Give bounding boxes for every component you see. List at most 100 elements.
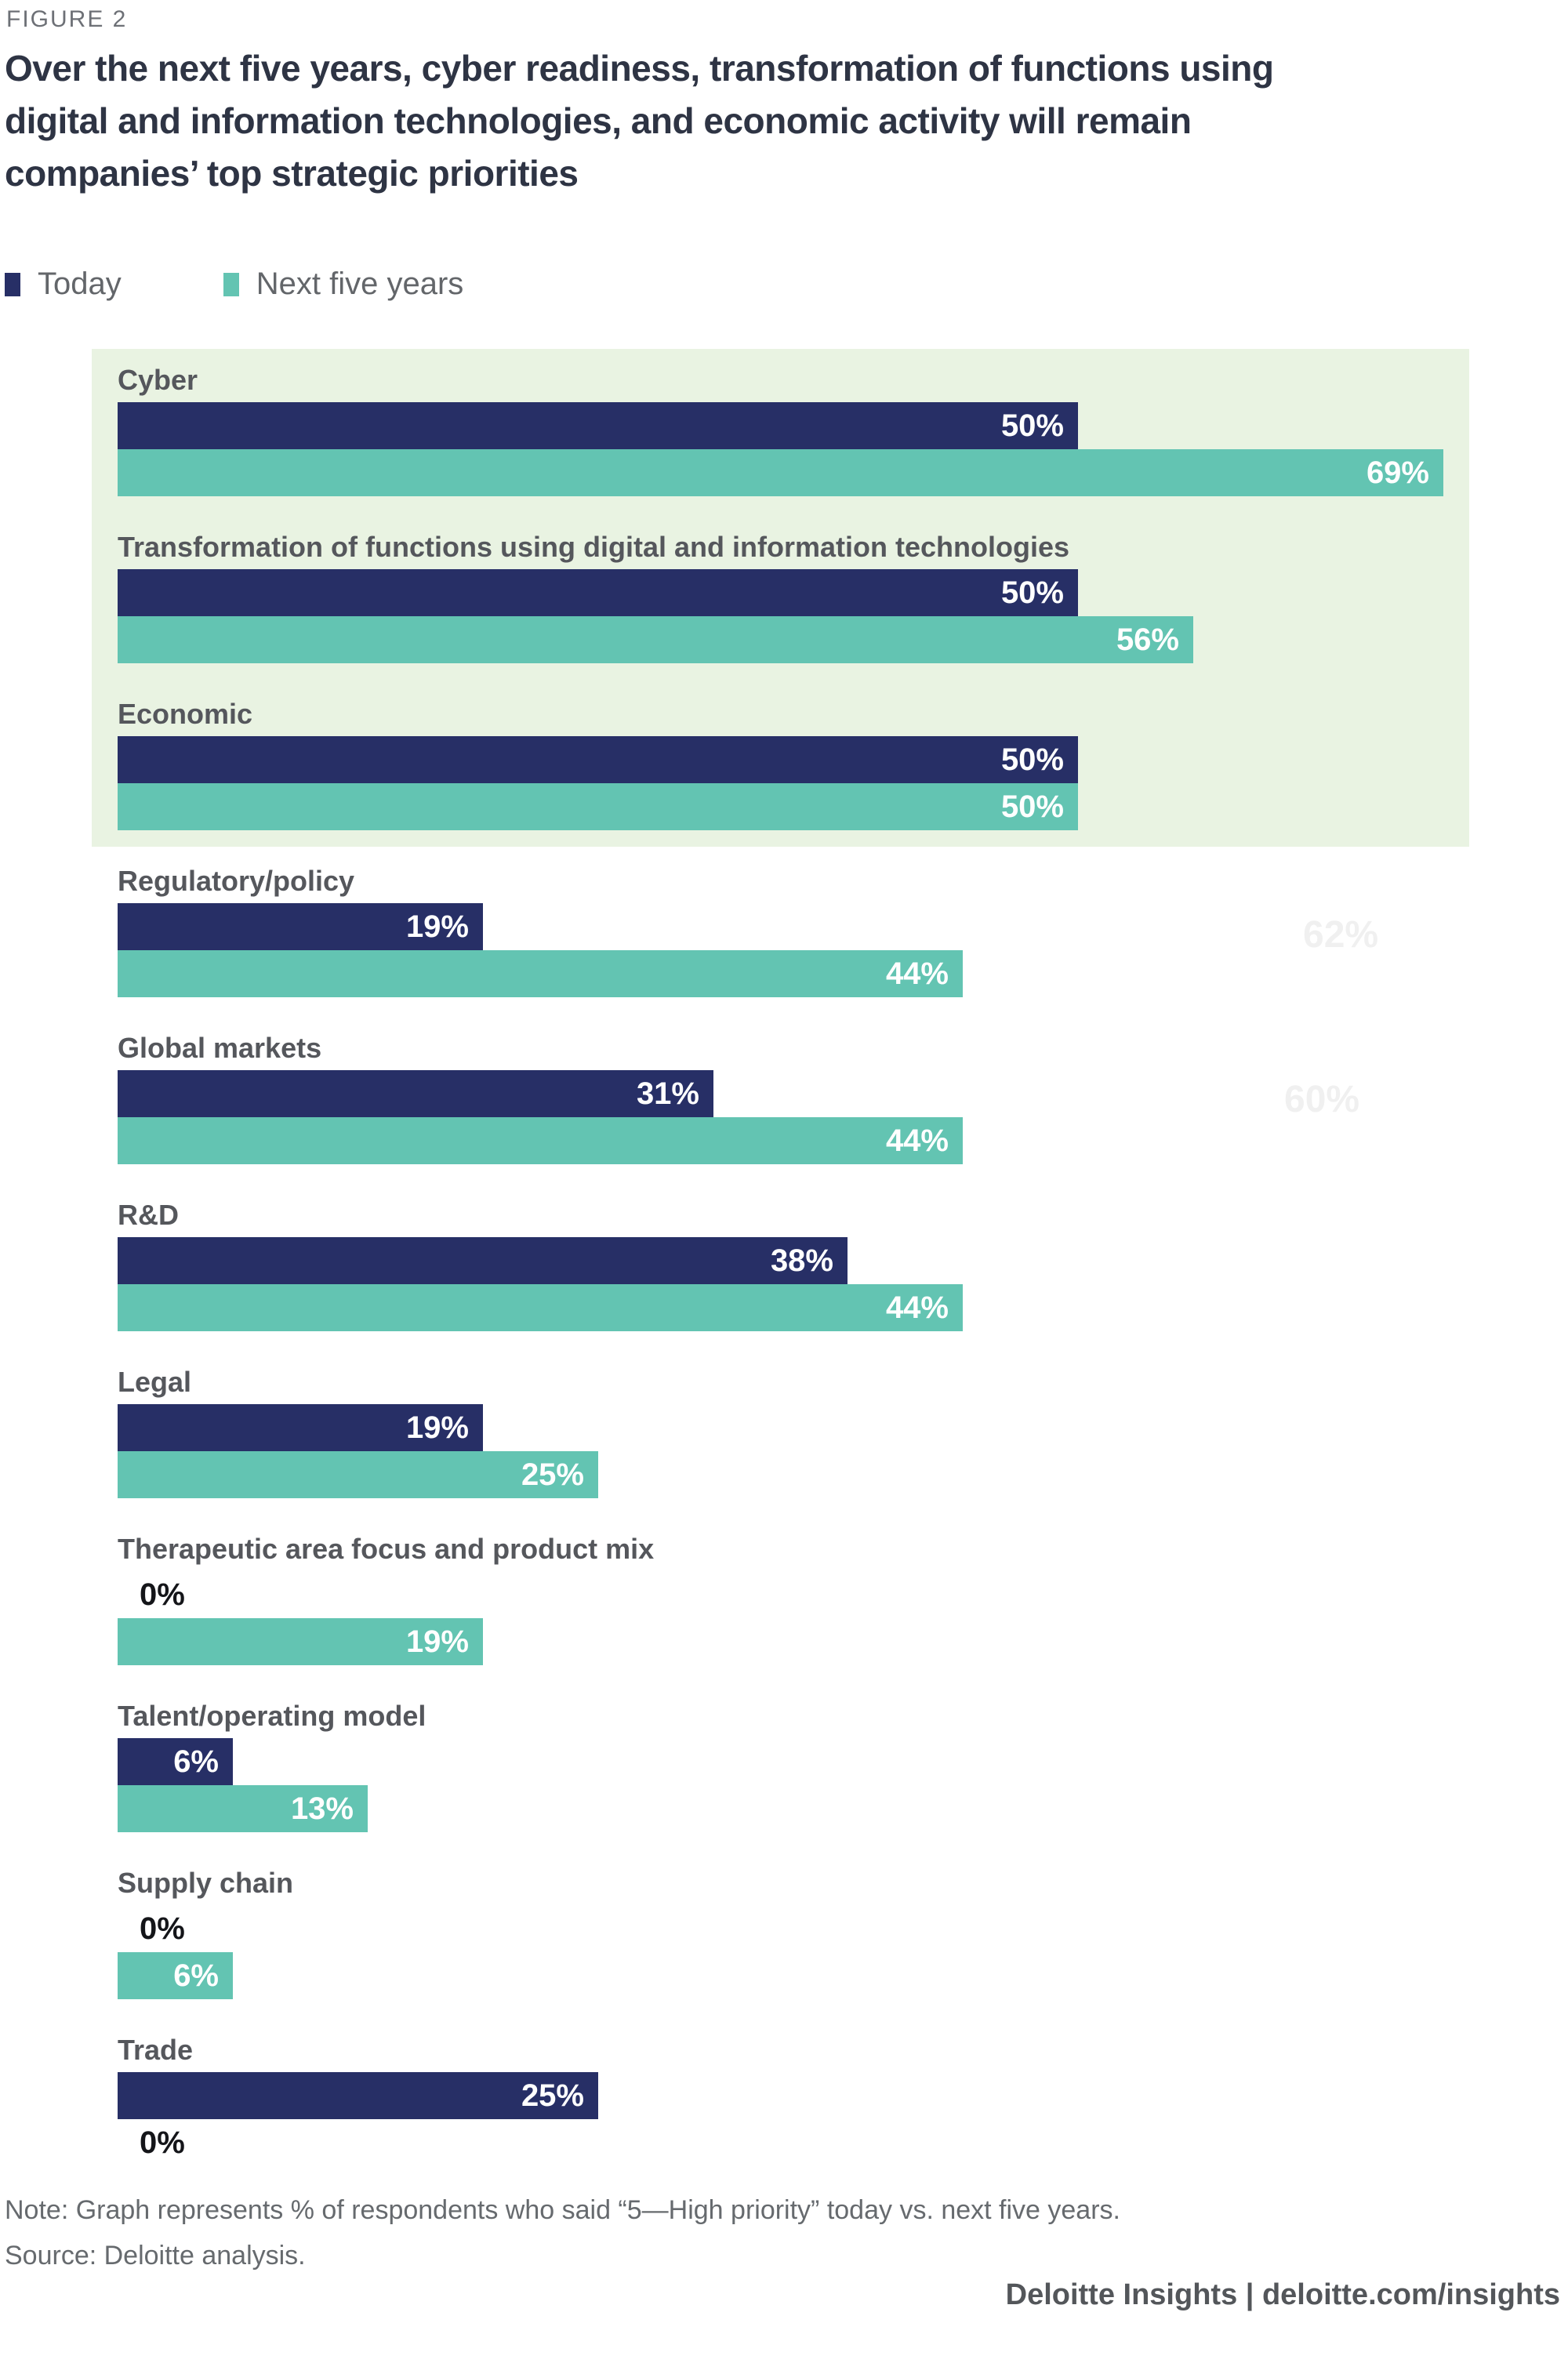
bar-next-five-years: 69% [118, 449, 1443, 496]
bar-value-label: 50% [1000, 789, 1064, 824]
source-text: Source: Deloitte analysis. [5, 2241, 306, 2270]
chart-section: Therapeutic area focus and product mix 0%… [118, 1534, 1544, 1665]
bar-next-five-years: 6% [118, 1952, 233, 1999]
category-label: Supply chain [118, 1867, 294, 1899]
bar-next-five-years: 25% [118, 1451, 598, 1498]
bar-next-five-years: 44% [118, 950, 963, 997]
bar-today: 6% [118, 1738, 233, 1785]
bar-row-next-five-years: 0% [118, 2119, 1544, 2166]
bar-value-label: 6% [173, 1958, 219, 1993]
bar-next-five-years: 13% [118, 1785, 368, 1832]
category-label: Global markets [118, 1032, 322, 1064]
category-label: Transformation of functions using digita… [118, 531, 1070, 563]
bar-value-label: 44% [885, 1123, 949, 1158]
ghost-artifact-label: 60% [1284, 1079, 1360, 1120]
footer-branding: Deloitte Insights | deloitte.com/insight… [1005, 2278, 1560, 2311]
bar-value-label: 6% [173, 1744, 219, 1779]
bar-value-label: 19% [405, 1410, 469, 1445]
figure-title-line: digital and information technologies, an… [5, 100, 1192, 141]
ghost-artifact-label: 62% [1303, 914, 1379, 956]
bar-value-label: 44% [885, 1290, 949, 1325]
chart-section: Transformation of functions using digita… [118, 532, 1544, 663]
note-text: Note: Graph represents % of respondents … [5, 2195, 1120, 2225]
bar-value-label: 69% [1366, 455, 1429, 490]
bar-value-label: 38% [770, 1243, 833, 1278]
bar-row-today: 38% [118, 1237, 1544, 1284]
bar-row-next-five-years: 13% [118, 1785, 1544, 1832]
bar-next-five-years: 44% [118, 1117, 963, 1164]
bar-next-five-years: 56% [118, 616, 1193, 663]
bar-today: 38% [118, 1237, 848, 1284]
bar-value-label: 50% [1000, 408, 1064, 443]
bar-value-label: 25% [521, 2078, 584, 2113]
legend-item-next-five-years: Next five years [223, 267, 464, 302]
bar-row-today: 50% [118, 402, 1544, 449]
bar-row-today: 19% [118, 1404, 1544, 1451]
legend-swatch-next-five-years-icon [223, 272, 239, 296]
chart-section: Global markets 31% 44% [118, 1033, 1544, 1164]
figure-title: Over the next five years, cyber readines… [5, 42, 1274, 200]
bar-today: 50% [118, 736, 1078, 783]
bar-today: 25% [118, 2072, 598, 2119]
category-label: Therapeutic area focus and product mix [118, 1533, 655, 1565]
figure-label: FIGURE 2 [6, 6, 128, 32]
bar-today: 19% [118, 903, 483, 950]
bar-value-label: 50% [1000, 575, 1064, 610]
bar-row-next-five-years: 56% [118, 616, 1544, 663]
zero-value-label: 0% [140, 1911, 185, 1946]
bar-row-next-five-years: 69% [118, 449, 1544, 496]
bar-row-today: 31% [118, 1070, 1544, 1117]
bar-row-next-five-years: 50% [118, 783, 1544, 830]
category-label: Regulatory/policy [118, 865, 355, 897]
bar-today: 31% [118, 1070, 713, 1117]
bar-value-label: 19% [405, 1624, 469, 1659]
bar-next-five-years: 19% [118, 1618, 483, 1665]
figure-title-line: companies’ top strategic priorities [5, 153, 579, 194]
bar-value-label: 19% [405, 909, 469, 944]
legend-label-next-five-years: Next five years [256, 267, 464, 301]
bar-row-today: 0% [118, 1571, 1544, 1618]
legend: Today Next five years [5, 267, 463, 302]
figure-title-line: Over the next five years, cyber readines… [5, 48, 1274, 89]
zero-value-label: 0% [140, 2125, 185, 2160]
bar-value-label: 50% [1000, 742, 1064, 777]
bar-row-next-five-years: 44% [118, 1117, 1544, 1164]
category-label: Cyber [118, 364, 198, 396]
legend-item-today: Today [5, 267, 122, 302]
legend-swatch-today-icon [5, 272, 20, 296]
bar-next-five-years: 44% [118, 1284, 963, 1331]
bar-today: 50% [118, 402, 1078, 449]
zero-value-label: 0% [140, 1577, 185, 1612]
bar-value-label: 13% [290, 1791, 354, 1826]
category-label: Talent/operating model [118, 1700, 426, 1732]
bar-row-today: 0% [118, 1905, 1544, 1952]
chart-section: Supply chain 0% 6% [118, 1868, 1544, 1999]
chart-section: R&D 38% 44% [118, 1200, 1544, 1331]
bar-row-next-five-years: 25% [118, 1451, 1544, 1498]
bar-value-label: 31% [636, 1076, 699, 1111]
bar-value-label: 56% [1116, 622, 1179, 657]
chart-section: Trade 25% 0% [118, 2035, 1544, 2166]
bar-row-next-five-years: 6% [118, 1952, 1544, 1999]
bar-row-today: 50% [118, 569, 1544, 616]
chart-section: Legal 19% 25% [118, 1367, 1544, 1498]
chart-section: Economic 50% 50% [118, 699, 1544, 830]
bar-row-today: 50% [118, 736, 1544, 783]
bar-value-label: 25% [521, 1457, 584, 1492]
bar-next-five-years: 50% [118, 783, 1078, 830]
category-label: Trade [118, 2034, 194, 2066]
bar-row-today: 25% [118, 2072, 1544, 2119]
bar-value-label: 44% [885, 956, 949, 991]
chart-section: Cyber 50% 69% [118, 365, 1544, 496]
bar-row-next-five-years: 19% [118, 1618, 1544, 1665]
category-label: R&D [118, 1199, 179, 1231]
bar-row-next-five-years: 44% [118, 950, 1544, 997]
bar-row-today: 6% [118, 1738, 1544, 1785]
chart-section: Talent/operating model 6% 13% [118, 1701, 1544, 1832]
bar-today: 19% [118, 1404, 483, 1451]
chart-body: Cyber 50% 69% Transformation of functions u… [118, 365, 1544, 2201]
bar-row-next-five-years: 44% [118, 1284, 1544, 1331]
category-label: Economic [118, 698, 253, 730]
bar-today: 50% [118, 569, 1078, 616]
